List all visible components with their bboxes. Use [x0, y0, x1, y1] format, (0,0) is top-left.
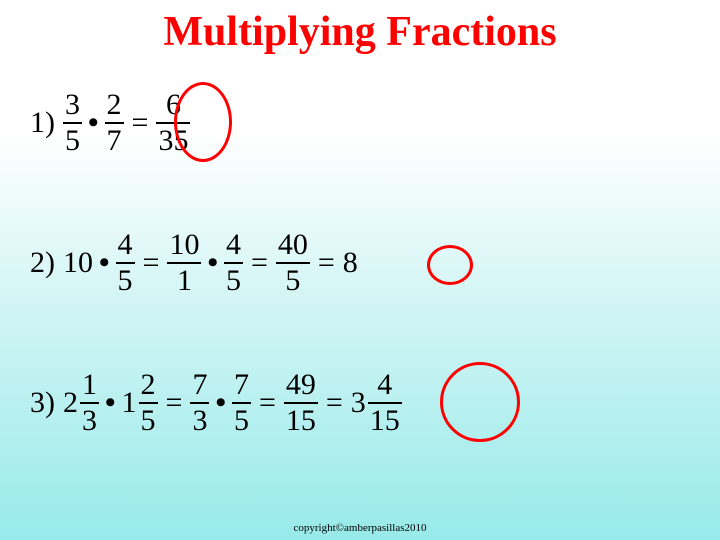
numerator: 40 — [276, 230, 310, 262]
fraction: 4 15 — [368, 370, 402, 436]
fraction: 4 5 — [224, 230, 243, 296]
numerator: 2 — [139, 370, 158, 402]
numerator: 7 — [190, 370, 209, 402]
whole-part: 3 — [351, 386, 366, 420]
equals-sign: = — [310, 246, 343, 280]
equals-sign: = — [251, 386, 284, 420]
multiply-dot: • — [99, 386, 122, 420]
numerator: 4 — [116, 230, 135, 262]
multiply-dot: • — [82, 106, 105, 140]
fraction: 7 5 — [232, 370, 251, 436]
numerator: 2 — [105, 90, 124, 122]
multiply-dot: • — [209, 386, 232, 420]
problem-number: 2) — [30, 246, 55, 280]
integer: 8 — [343, 246, 358, 280]
numerator: 4 — [224, 230, 243, 262]
whole-part: 2 — [63, 386, 78, 420]
denominator: 15 — [368, 404, 402, 436]
denominator: 5 — [139, 404, 158, 436]
fraction: 40 5 — [276, 230, 310, 296]
denominator: 7 — [105, 124, 124, 156]
denominator: 5 — [63, 124, 82, 156]
numerator: 4 — [375, 370, 394, 402]
fraction: 2 7 — [105, 90, 124, 156]
answer-circle — [174, 82, 232, 162]
equals-sign: = — [243, 246, 276, 280]
answer-circle — [427, 245, 473, 285]
fraction: 7 3 — [190, 370, 209, 436]
denominator: 3 — [80, 404, 99, 436]
numerator: 3 — [63, 90, 82, 122]
numerator: 7 — [232, 370, 251, 402]
denominator: 1 — [175, 264, 194, 296]
fraction: 10 1 — [167, 230, 201, 296]
fraction: 4 5 — [116, 230, 135, 296]
denominator: 5 — [116, 264, 135, 296]
problem-number: 1) — [30, 106, 55, 140]
numerator: 1 — [80, 370, 99, 402]
equation-row: 3) 2 1 3 • 1 2 5 = 7 3 • 7 5 = 49 15 = 3… — [30, 370, 402, 436]
equals-sign: = — [135, 246, 168, 280]
problem-number: 3) — [30, 386, 55, 420]
denominator: 15 — [284, 404, 318, 436]
multiply-dot: • — [201, 246, 224, 280]
numerator: 10 — [167, 230, 201, 262]
page-title: Multiplying Fractions — [0, 0, 720, 56]
mixed-number: 2 1 3 — [63, 370, 99, 436]
equals-sign: = — [158, 386, 191, 420]
equation-row: 1) 3 5 • 2 7 = 6 35 — [30, 90, 190, 156]
denominator: 5 — [283, 264, 302, 296]
equation-row: 2)10• 4 5 = 10 1 • 4 5 = 40 5 =8 — [30, 230, 358, 296]
fraction: 3 5 — [63, 90, 82, 156]
whole-part: 1 — [122, 386, 137, 420]
fraction: 1 3 — [80, 370, 99, 436]
integer: 10 — [63, 246, 93, 280]
fraction: 49 15 — [284, 370, 318, 436]
copyright-text: copyright©amberpasillas2010 — [0, 522, 720, 534]
fraction: 2 5 — [139, 370, 158, 436]
answer-circle — [440, 362, 520, 442]
denominator: 5 — [232, 404, 251, 436]
denominator: 5 — [224, 264, 243, 296]
equals-sign: = — [124, 106, 157, 140]
multiply-dot: • — [93, 246, 116, 280]
numerator: 49 — [284, 370, 318, 402]
denominator: 3 — [190, 404, 209, 436]
equals-sign: = — [318, 386, 351, 420]
mixed-number: 1 2 5 — [122, 370, 158, 436]
mixed-number: 3 4 15 — [351, 370, 402, 436]
